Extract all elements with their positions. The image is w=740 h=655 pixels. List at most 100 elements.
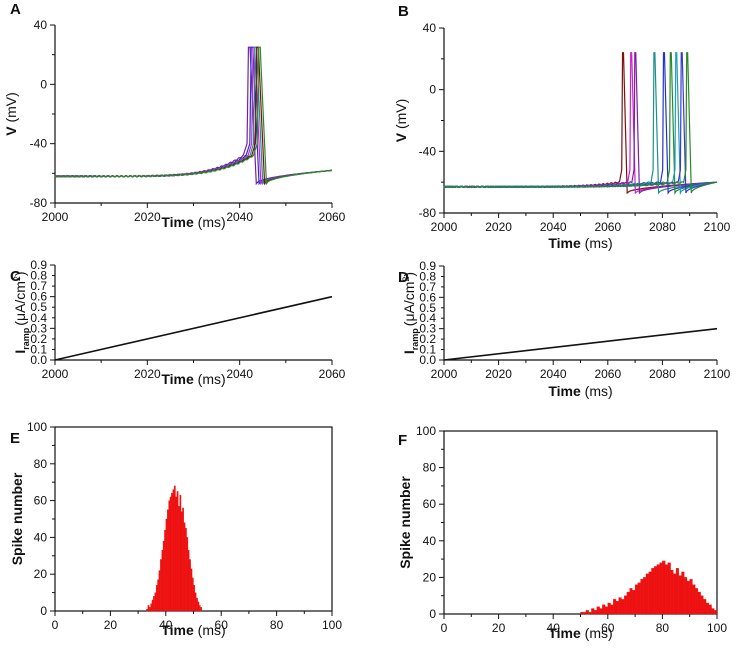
x-tick-label: 2060: [319, 210, 346, 224]
y-tick-label: 0: [429, 83, 436, 97]
x-tick-label: 2060: [594, 220, 621, 234]
x-tick-label: 2040: [226, 210, 253, 224]
histogram-bar: [670, 569, 674, 615]
histogram-bar: [172, 489, 175, 612]
y-tick-label: -80: [30, 196, 48, 210]
panel-b: B 2000 2020 2040 2060 2080 2100 -80 -40 0 40 Time (…: [393, 3, 731, 251]
x-tick-label: 100: [707, 621, 727, 635]
x-axis-title-bold: Time: [548, 235, 581, 251]
x-axis-title-unit: (ms): [194, 371, 226, 387]
histogram-bar: [583, 612, 587, 615]
x-axis-title-bold: Time: [161, 371, 194, 387]
histogram-bar: [692, 584, 696, 615]
histogram-bar: [648, 571, 652, 615]
histogram-bar: [176, 491, 179, 612]
x-tick-label: 60: [215, 618, 229, 632]
voltage-trace: [54, 46, 333, 186]
histogram-bar: [629, 588, 633, 615]
x-tick-label: 2000: [42, 210, 69, 224]
histogram-bar: [651, 568, 655, 615]
y-axis-title-unit: (μA/cm: [12, 281, 28, 326]
x-axis-title-unit: (ms): [194, 622, 226, 638]
histogram-bar: [158, 570, 161, 612]
y-tick-label: 0.3: [30, 321, 47, 335]
histogram-bar: [604, 606, 608, 615]
histogram-bar: [602, 604, 606, 615]
y-axis-title: V (mV): [393, 99, 409, 143]
histogram-bar: [183, 522, 186, 612]
histogram-bar: [711, 608, 715, 615]
y-minor-tick-label: 0.8: [419, 269, 436, 283]
x-axis-title-unit: (ms): [581, 625, 613, 641]
histogram-bar: [618, 597, 622, 615]
x-tick-label: 2040: [226, 367, 253, 381]
y-axis-title-unit: (mV): [393, 99, 409, 133]
histogram-bar: [678, 575, 682, 615]
y-axis-title-unit: (mV): [3, 92, 19, 126]
x-tick-label: 2040: [540, 367, 567, 381]
ramp-current-line: [54, 295, 333, 361]
x-tick-label: 2100: [704, 220, 731, 234]
histogram-bar: [150, 603, 153, 612]
histogram-bar: [196, 597, 198, 612]
x-tick-label: 2040: [540, 220, 567, 234]
histogram-bar: [187, 550, 190, 612]
histogram-bar: [167, 509, 169, 612]
y-minor-tick-label: 0.1: [419, 343, 436, 357]
x-axis-title-unit: (ms): [194, 214, 226, 230]
y-axis-title-close: ): [401, 272, 417, 277]
histogram-bar: [681, 571, 685, 615]
histogram-bar: [182, 507, 184, 612]
x-tick-label: 20: [492, 621, 506, 635]
histogram-bar: [186, 537, 189, 612]
y-axis-title-unit: (μA/cm: [401, 282, 417, 327]
x-tick-label: 60: [601, 621, 615, 635]
y-tick-label: 100: [416, 424, 436, 438]
y-minor-tick-label: 0.4: [30, 311, 47, 325]
histogram-bar: [178, 505, 180, 612]
histogram-bar: [191, 577, 194, 612]
y-minor-tick-label: 0.2: [419, 332, 436, 346]
y-axis-title-bold: V: [393, 132, 409, 142]
x-axis-title-unit: (ms): [581, 235, 613, 251]
y-axis-title-bold: Spike number: [397, 476, 413, 569]
y-axis-title-main: I: [12, 350, 28, 354]
x-tick-label: 2060: [594, 367, 621, 381]
histogram-bar: [613, 599, 617, 615]
histogram-bar: [684, 577, 688, 615]
histogram-bar: [596, 606, 600, 615]
histogram-bar: [656, 564, 660, 615]
x-tick-label: 2080: [649, 367, 676, 381]
histogram-bar: [146, 609, 148, 612]
histogram-bar: [607, 602, 611, 615]
voltage-trace: [54, 46, 333, 186]
x-tick-label: 2080: [649, 220, 676, 234]
histogram-bar: [580, 612, 584, 615]
x-axis-title-bold: Time: [548, 383, 581, 399]
histogram-bar: [673, 573, 677, 615]
y-minor-tick-label: 0.8: [30, 269, 47, 283]
histogram-bar: [610, 604, 614, 615]
histogram-bar: [162, 540, 165, 612]
x-axis-title: Time (ms): [161, 371, 225, 387]
histogram-bar: [200, 607, 202, 612]
y-tick-label: 20: [34, 567, 48, 581]
histogram-bar: [151, 599, 154, 612]
histogram-bar: [695, 588, 699, 615]
histogram-bar: [621, 599, 625, 615]
x-tick-label: 80: [656, 621, 670, 635]
y-axis-title-sub: ramp: [21, 327, 31, 350]
histogram-bar: [664, 564, 669, 615]
y-axis-title-main: I: [401, 350, 417, 354]
x-tick-label: 2020: [134, 367, 161, 381]
histogram-bar: [585, 610, 589, 615]
histogram-bar: [686, 580, 690, 615]
x-tick-label: 2000: [42, 367, 69, 381]
histogram-bar: [189, 559, 191, 612]
y-tick-label: 100: [27, 420, 47, 434]
y-minor-tick-label: 0.7: [419, 280, 436, 294]
histogram-bar: [169, 496, 172, 612]
histogram-bar: [700, 595, 704, 615]
histogram-bar: [659, 562, 663, 615]
histogram-bar: [697, 591, 701, 615]
